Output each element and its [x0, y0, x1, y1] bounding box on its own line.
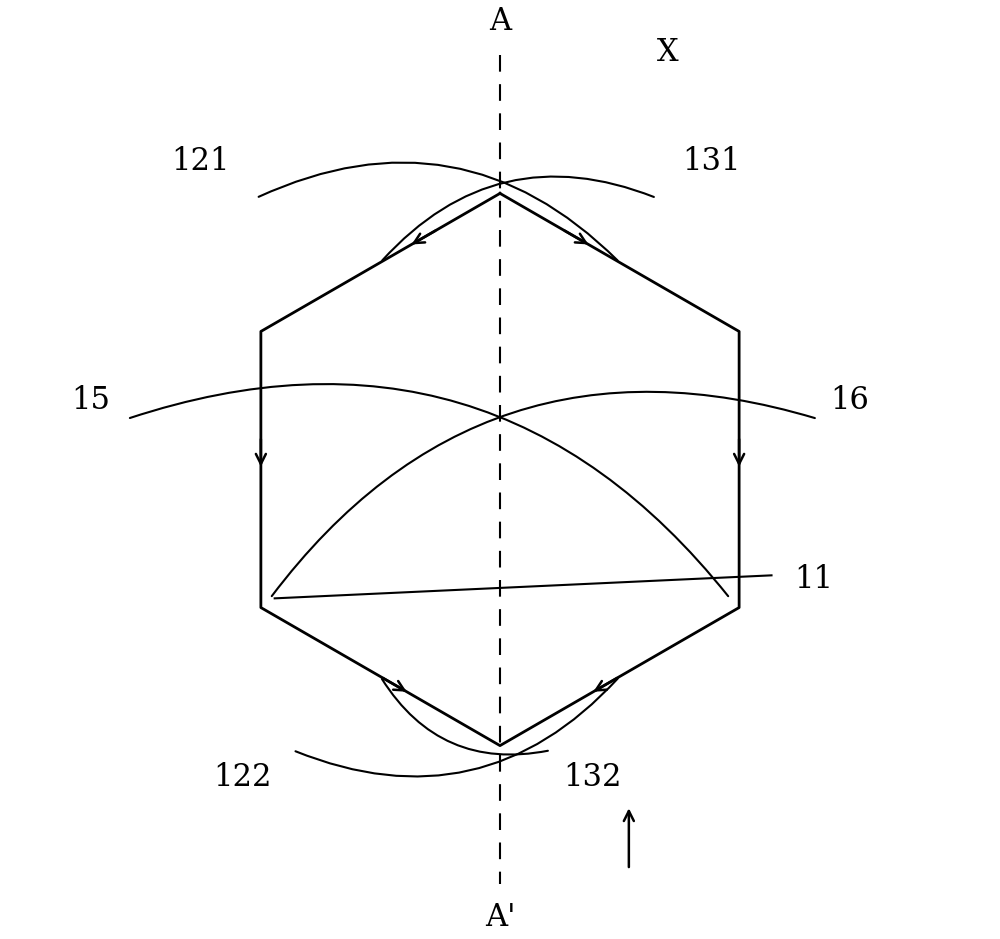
Text: 131: 131	[682, 146, 741, 177]
Text: X: X	[656, 37, 678, 68]
Text: 121: 121	[172, 146, 230, 177]
Text: 15: 15	[71, 385, 110, 416]
Text: 16: 16	[830, 385, 869, 416]
FancyArrowPatch shape	[130, 384, 728, 596]
FancyArrowPatch shape	[382, 679, 548, 755]
Text: 122: 122	[213, 762, 272, 793]
Text: A: A	[489, 6, 511, 37]
Text: A': A'	[485, 902, 515, 933]
Text: 132: 132	[563, 762, 621, 793]
FancyArrowPatch shape	[259, 162, 618, 260]
FancyArrowPatch shape	[272, 392, 815, 596]
Text: 11: 11	[795, 564, 834, 595]
FancyArrowPatch shape	[295, 679, 618, 777]
FancyArrowPatch shape	[382, 177, 654, 260]
